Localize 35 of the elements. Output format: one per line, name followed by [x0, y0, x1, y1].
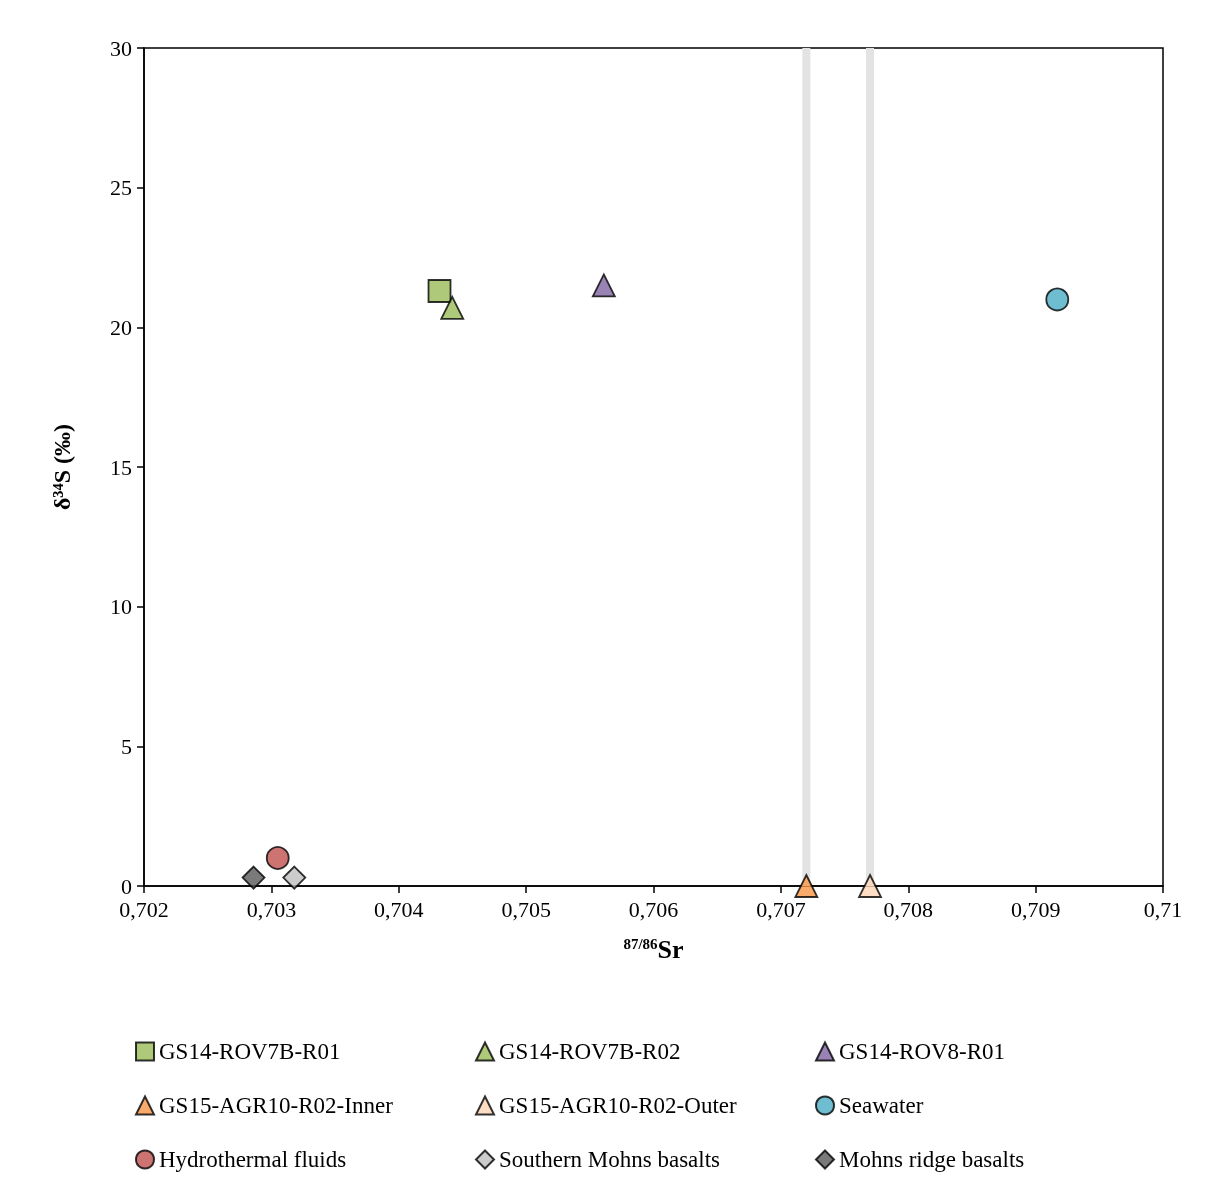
y-axis-title: δ³⁴S (‰)	[49, 423, 75, 511]
x-tick-label: 0,707	[756, 896, 806, 922]
legend-label: GS14-ROV8-R01	[839, 1039, 1006, 1064]
legend-label: GS14-ROV7B-R02	[499, 1039, 681, 1064]
x-tick-label: 0,706	[628, 896, 679, 922]
y-tick-label: 5	[121, 733, 132, 759]
legend-label: GS14-ROV7B-R01	[159, 1039, 341, 1064]
point	[241, 865, 266, 890]
point	[265, 846, 290, 870]
point	[794, 874, 819, 898]
legend-label: GS15-AGR10-R02-Inner	[159, 1093, 394, 1118]
point	[591, 273, 616, 298]
x-tick-label: 0,705	[501, 896, 551, 922]
legend-label: Southern Mohns basalts	[499, 1147, 721, 1172]
point	[282, 865, 307, 890]
y-tick-label: 0	[121, 873, 132, 899]
legend-label: GS15-AGR10-R02-Outer	[499, 1093, 737, 1118]
legend-label: Hydrothermal fluids	[159, 1147, 347, 1172]
point	[858, 874, 882, 898]
x-tick-label: 0,71	[1143, 896, 1183, 922]
x-tick-label: 0,708	[883, 896, 933, 922]
y-tick-label: 15	[110, 454, 132, 480]
legend-label: Seawater	[839, 1093, 924, 1118]
y-tick-label: 10	[110, 594, 132, 620]
point	[1045, 287, 1070, 312]
y-tick-label: 30	[110, 35, 132, 61]
y-tick-label: 25	[110, 175, 132, 201]
x-tick-label: 0,704	[374, 896, 424, 922]
x-tick-label: 0,709	[1010, 896, 1061, 922]
x-tick-label: 0,702	[119, 896, 169, 922]
legend-label: Mohns ridge basalts	[839, 1147, 1025, 1172]
point	[440, 295, 465, 320]
y-tick-label: 20	[110, 314, 132, 340]
point	[427, 279, 452, 303]
x-tick-label: 0,703	[246, 896, 297, 922]
